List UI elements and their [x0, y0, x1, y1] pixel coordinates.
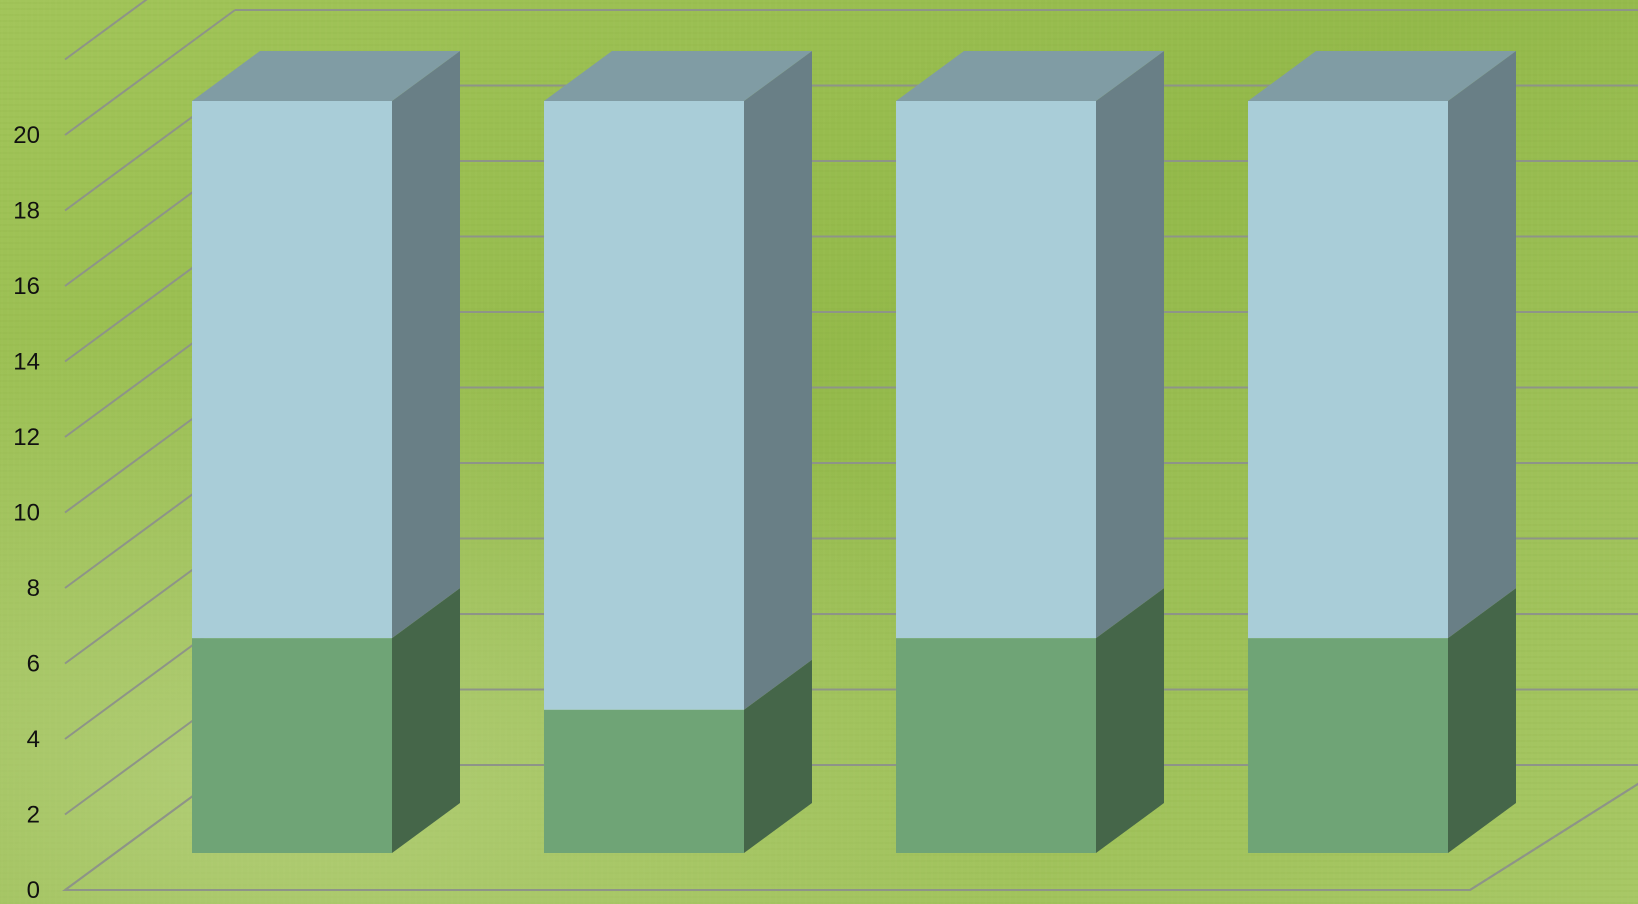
bar-segment-series-1 [192, 588, 460, 853]
bar-front-face [192, 638, 392, 853]
bar-segment-series-1 [1248, 588, 1516, 853]
y-tick-label: 10 [13, 500, 40, 527]
y-tick-label: 0 [27, 877, 40, 904]
bar-front-face [192, 101, 392, 639]
bar-side-face [1448, 51, 1516, 639]
bar-front-face [544, 709, 744, 853]
bar-side-face [1096, 588, 1164, 853]
bar-segment-series-1 [544, 659, 812, 853]
bar-segment-series-2 [1248, 51, 1516, 639]
bar-segment-series-2 [544, 51, 812, 710]
gridline [64, 0, 148, 61]
y-tick-label: 16 [13, 273, 40, 300]
floor-right-edge [1469, 782, 1638, 891]
bar-stack [544, 51, 812, 853]
y-tick-label: 4 [27, 726, 40, 753]
bars [192, 51, 1516, 853]
bar-front-face [1248, 638, 1448, 853]
gridline-diagonal [64, 9, 236, 136]
y-tick-label: 12 [13, 424, 40, 451]
bar-side-face [1448, 588, 1516, 853]
bar-stack [896, 51, 1164, 853]
bar-front-face [544, 101, 744, 710]
y-tick-label: 2 [27, 802, 40, 829]
bar-top-face [192, 51, 460, 101]
bar-side-face [392, 51, 460, 639]
y-tick-label: 18 [13, 198, 40, 225]
bar-stack [1248, 51, 1516, 853]
bar-front-face [1248, 101, 1448, 639]
bar-front-face [896, 101, 1096, 639]
bar-top-face [1248, 51, 1516, 101]
bar-top-face [544, 51, 812, 101]
gridline-diagonal [64, 0, 148, 61]
bar-segment-series-2 [192, 51, 460, 639]
bar-side-face [744, 659, 812, 853]
y-axis: 0 2 4 6 8 10 12 14 16 18 20 [13, 122, 40, 904]
bar-front-face [896, 638, 1096, 853]
y-tick-label: 8 [27, 575, 40, 602]
bar-segment-series-2 [896, 51, 1164, 639]
bar-side-face [392, 588, 460, 853]
bar-side-face [744, 51, 812, 710]
bar-stack [192, 51, 460, 853]
bar-side-face [1096, 51, 1164, 639]
y-tick-label: 20 [13, 122, 40, 149]
bar-segment-series-1 [896, 588, 1164, 853]
y-tick-label: 14 [13, 349, 40, 376]
y-tick-label: 6 [27, 651, 40, 678]
bar-top-face [896, 51, 1164, 101]
gridline [64, 9, 1638, 136]
